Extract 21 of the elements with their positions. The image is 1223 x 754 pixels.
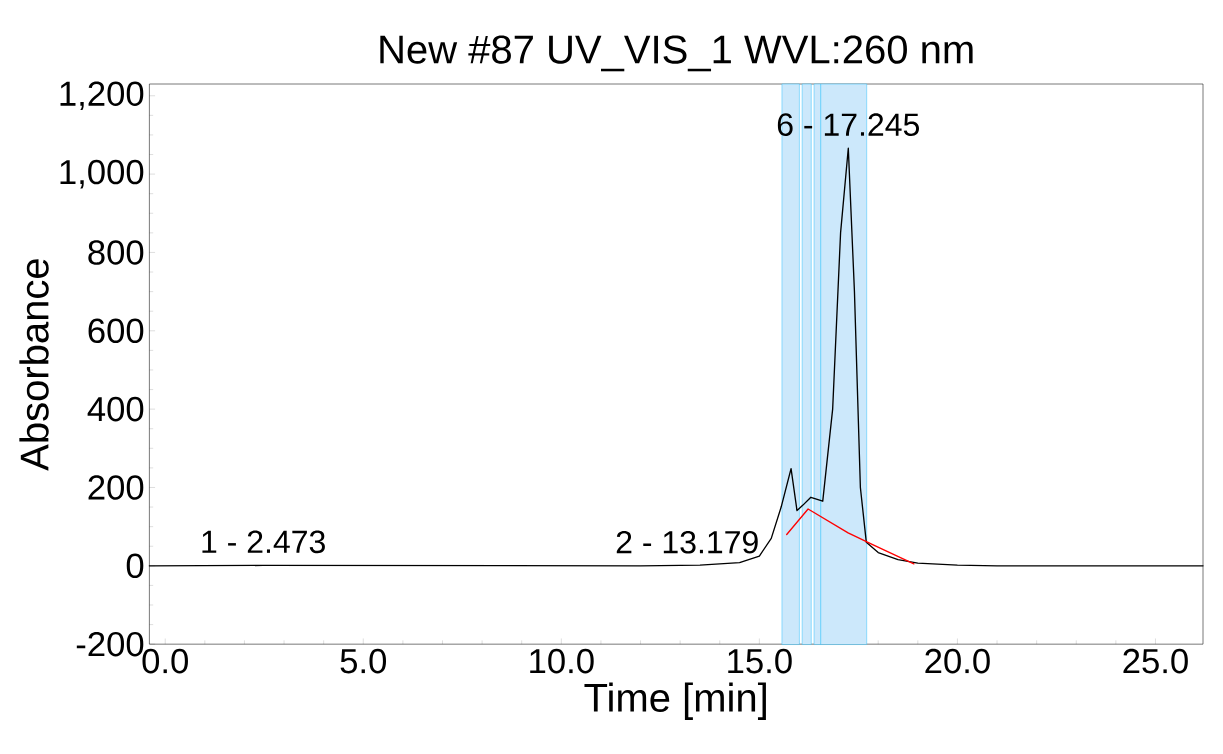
- y-tick-label: 800: [88, 240, 144, 265]
- y-tick-label: 400: [87, 397, 144, 422]
- y-axis-title: Absorbance: [19, 259, 49, 472]
- annotation: 1 - 2.473: [202, 530, 325, 554]
- y-tick-label: 1,000: [60, 160, 144, 189]
- x-tick-label: 0.0: [142, 649, 188, 674]
- y-tick-label: 200: [88, 475, 144, 500]
- x-tick-label: 5.0: [340, 649, 387, 674]
- chart-title: New #87 UV_VIS_1 WVL:260 nm: [380, 35, 973, 72]
- y-tick-label: 600: [88, 318, 144, 344]
- annotation: 2 - 13.179: [616, 531, 758, 554]
- y-tick-label: 1,200: [60, 81, 144, 111]
- annotation: 6 - 17.245: [777, 113, 919, 137]
- line-series: [786, 508, 915, 565]
- y-tick-label: 0: [126, 553, 144, 579]
- y-tick-label: -200: [76, 632, 144, 657]
- x-tick-label: 20.0: [925, 649, 990, 674]
- x-axis-title: Time [min]: [584, 682, 766, 721]
- x-tick-label: 15.0: [728, 649, 792, 674]
- x-tick-label: 25.0: [1123, 649, 1188, 674]
- x-tick-label: 10.0: [530, 649, 594, 674]
